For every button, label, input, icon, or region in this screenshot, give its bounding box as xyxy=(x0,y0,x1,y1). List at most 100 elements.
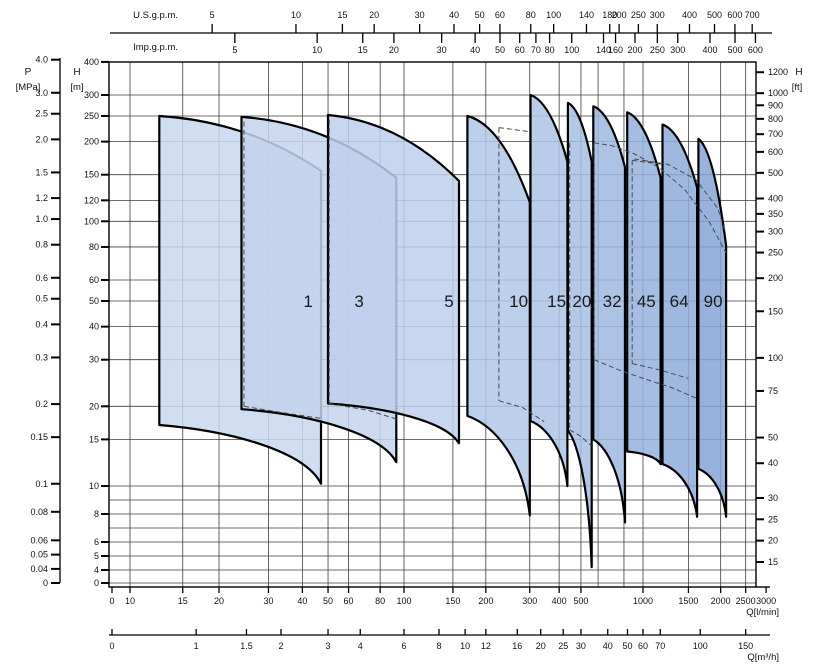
tick-label: 30 xyxy=(768,493,778,503)
tick-label: 40 xyxy=(470,45,480,55)
axis-left-mpa: P [MPa] 4.0 3.0 2.5 2.0 1.5 1.2 1.0 0.8 0.6 0.5 0.4 0… xyxy=(16,55,61,588)
plot-frame xyxy=(108,61,757,588)
tick-label: 50 xyxy=(768,433,778,443)
plot-border xyxy=(108,61,770,588)
tick-label: 600 xyxy=(768,147,783,157)
tick-label: 10 xyxy=(312,45,322,55)
tick-label: 300 xyxy=(84,90,99,100)
tick-label: 300 xyxy=(768,227,783,237)
tick-label: 500 xyxy=(573,596,588,606)
tick-label: 400 xyxy=(682,10,697,20)
tick-label: 100 xyxy=(84,216,99,226)
tick-label: 30 xyxy=(437,45,447,55)
tick-label: 3.0 xyxy=(35,88,48,98)
dashed-guide xyxy=(593,359,696,399)
tick-label: 15 xyxy=(89,434,99,444)
tick-label: 50 xyxy=(475,10,485,20)
axis-caption-mpa: [MPa] xyxy=(16,82,41,93)
tick-label: 600 xyxy=(727,10,742,20)
axis-caption-m3h: Q[m³/h] xyxy=(747,652,779,663)
model-label-5: 5 xyxy=(444,292,453,311)
tick-label: 40 xyxy=(768,458,778,468)
tick-label: 5 xyxy=(94,551,99,561)
tick-label: 10 xyxy=(460,641,470,651)
tick-label: 500 xyxy=(768,168,783,178)
tick-label: 40 xyxy=(89,322,99,332)
tick-label: 400 xyxy=(702,45,717,55)
tick-label: 0.4 xyxy=(35,319,48,329)
tick-label: 60 xyxy=(495,10,505,20)
tick-label: 1.0 xyxy=(35,214,48,224)
model-label-10: 10 xyxy=(509,292,528,311)
tick-label: 0.06 xyxy=(30,535,48,545)
tick-label: 700 xyxy=(768,129,783,139)
axis-top-gpm: U.S.g.p.m. Imp.g.p.m. 5 10 15 20 30 40 50 60 80 100… xyxy=(110,10,772,55)
axis-caption-ft: [ft] xyxy=(792,82,803,93)
tick-label: 400 xyxy=(768,194,783,204)
tick-label: 1000 xyxy=(768,88,788,98)
tick-label: 15 xyxy=(358,45,368,55)
tick-label: 1.2 xyxy=(35,193,48,203)
tick-label: 250 xyxy=(84,111,99,121)
axis-caption-p: P xyxy=(25,67,32,78)
tick-label: 100 xyxy=(564,45,579,55)
tick-label: 0.15 xyxy=(30,432,48,442)
tick-label: 10 xyxy=(125,596,135,606)
tick-label: 25 xyxy=(768,514,778,524)
tick-label: 150 xyxy=(768,306,783,316)
dashed-guide xyxy=(632,363,689,379)
tick-label: 100 xyxy=(768,353,783,363)
tick-label: 20 xyxy=(369,10,379,20)
tick-label: 20 xyxy=(389,45,399,55)
tick-label: 200 xyxy=(768,273,783,283)
tick-label: 100 xyxy=(546,10,561,20)
tick-label: 0.6 xyxy=(35,273,48,283)
model-label-45: 45 xyxy=(637,292,656,311)
tick-label: 200 xyxy=(612,10,627,20)
tick-label: 500 xyxy=(707,10,722,20)
tick-label: 50 xyxy=(323,596,333,606)
axis-caption-impgpm: Imp.g.p.m. xyxy=(133,42,178,53)
model-label-32: 32 xyxy=(603,292,622,311)
tick-label: 500 xyxy=(727,45,742,55)
tick-label: 2000 xyxy=(711,596,731,606)
tick-label: 0.3 xyxy=(35,352,48,362)
dashed-guide xyxy=(329,403,399,421)
tick-label: 70 xyxy=(655,641,665,651)
tick-label: 1.5 xyxy=(35,167,48,177)
axis-caption-h: H xyxy=(73,67,80,78)
tick-label: 0 xyxy=(94,578,99,588)
tick-label: 20 xyxy=(768,536,778,546)
tick-label: 80 xyxy=(545,45,555,55)
tick-label: 2500 xyxy=(736,596,756,606)
tick-label: 12 xyxy=(481,641,491,651)
dashed-guide xyxy=(569,429,592,447)
tick-label: 140 xyxy=(579,10,594,20)
tick-label: 2.0 xyxy=(35,134,48,144)
tick-label: 70 xyxy=(531,45,541,55)
model-labels: 1 3 5 10 15 20 32 45 64 90 xyxy=(303,292,722,311)
tick-label: 0 xyxy=(43,578,48,588)
tick-label: 700 xyxy=(745,10,760,20)
envelope-20 xyxy=(566,101,593,569)
tick-label: 25 xyxy=(558,641,568,651)
tick-label: 75 xyxy=(768,386,778,396)
tick-label: 40 xyxy=(449,10,459,20)
tick-label: 300 xyxy=(522,596,537,606)
tick-label: 250 xyxy=(650,45,665,55)
envelope-15 xyxy=(529,93,569,488)
tick-label: 15 xyxy=(337,10,347,20)
envelope-5 xyxy=(326,113,461,445)
dashed-guide xyxy=(498,127,530,133)
tick-label: 80 xyxy=(375,596,385,606)
axis-bottom-m3h: Q[m³/h] 0 1 1.5 2 3 4 6 8 10 12 16 20 25 30 40 50 60 70 100… xyxy=(109,629,779,663)
tick-label: 150 xyxy=(84,170,99,180)
tick-label: 800 xyxy=(768,114,783,124)
tick-label: 200 xyxy=(627,45,642,55)
tick-label: 2.5 xyxy=(35,109,48,119)
model-label-1: 1 xyxy=(303,292,312,311)
tick-label: 30 xyxy=(263,596,273,606)
dashed-guide xyxy=(634,158,726,232)
